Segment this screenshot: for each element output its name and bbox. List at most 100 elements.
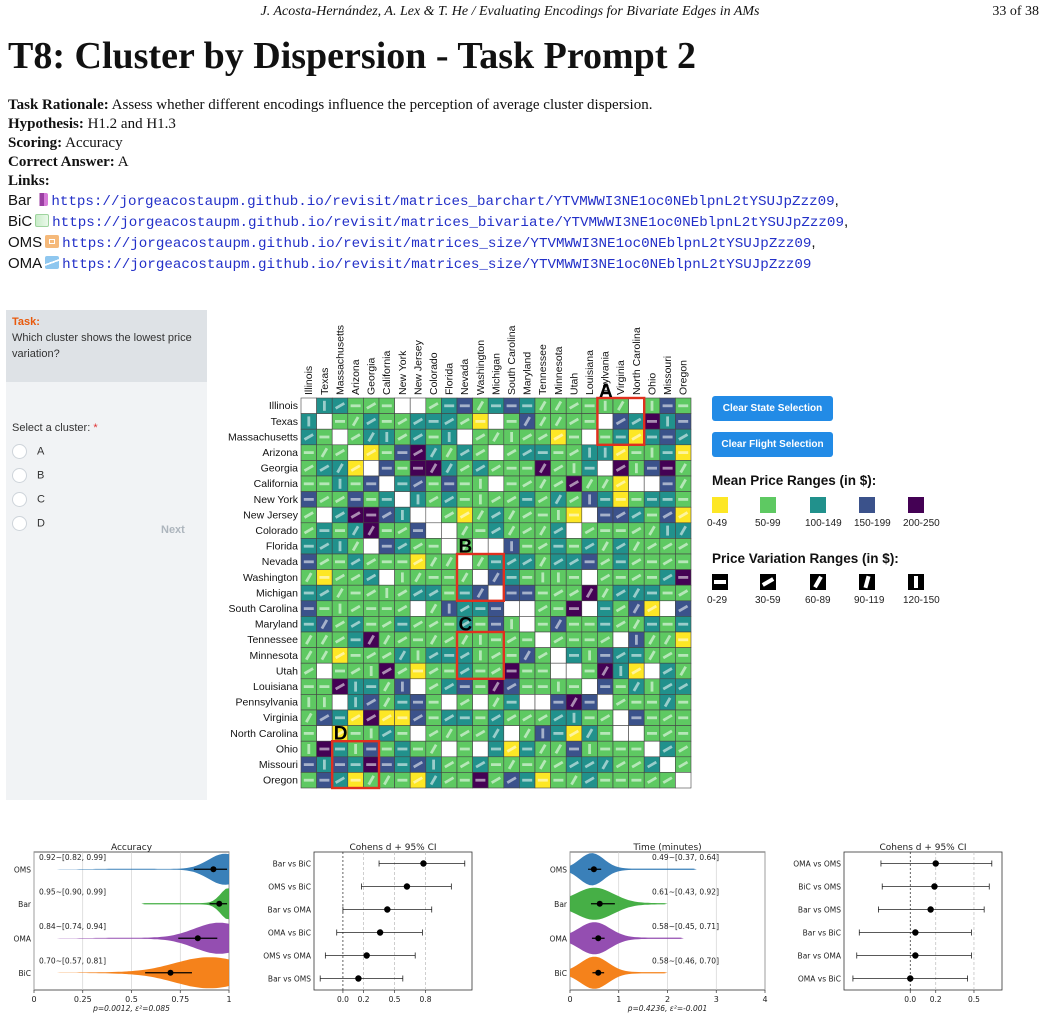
matrix-col-label: California — [381, 350, 393, 395]
variation-glyph — [761, 577, 775, 587]
variation-glyph — [662, 558, 673, 566]
matrix-row-label: Arizona — [262, 447, 298, 459]
variation-glyph — [303, 526, 314, 535]
variation-glyph — [646, 604, 658, 613]
matrix-cell — [378, 475, 395, 492]
mean-price-legend-title: Mean Price Ranges (in $): — [712, 473, 877, 488]
variation-glyph — [554, 743, 563, 755]
variation-glyph — [475, 729, 486, 738]
variation-glyph — [539, 556, 547, 567]
clear-state-selection-button[interactable]: Clear State Selection — [712, 396, 833, 421]
matrix-cell — [472, 740, 489, 758]
variation-glyph — [366, 607, 377, 610]
link-row-bar: Bar https://jorgeacostaupm.github.io/revi… — [8, 191, 1053, 212]
variation-glyph — [570, 697, 578, 708]
variation-glyph — [615, 435, 626, 439]
next-button[interactable]: Next — [161, 524, 185, 536]
link-url-bic[interactable]: https://jorgeacostaupm.github.io/revisit… — [52, 215, 844, 231]
variation-glyph — [490, 464, 502, 472]
variation-glyph — [412, 776, 424, 784]
variation-glyph — [444, 482, 455, 486]
variation-glyph — [631, 511, 642, 519]
variation-glyph — [678, 589, 689, 597]
variation-glyph — [350, 558, 361, 566]
variation-glyph — [444, 576, 455, 579]
time-cohens-d-chart: Cohens d + 95% CI 0.0 0.2 0.5 OMA vs OMS BiC … — [793, 843, 1003, 1004]
matrix-cell — [581, 678, 598, 695]
clear-flight-selection-button[interactable]: Clear Flight Selection — [712, 432, 833, 457]
radio-icon[interactable] — [12, 468, 27, 483]
variation-glyph — [305, 634, 313, 645]
matrix-svg[interactable]: IllinoisTexasMassachusettsArizonaGeorgia… — [210, 318, 705, 796]
variation-glyph — [334, 620, 346, 628]
variation-glyph — [553, 607, 564, 610]
variation-glyph — [506, 466, 517, 470]
mean-price-range-label: 150-199 — [854, 518, 891, 529]
option-c[interactable]: C — [12, 492, 45, 508]
matrix-cell — [503, 725, 520, 742]
variation-glyph — [461, 541, 469, 552]
adjacency-matrix[interactable]: Illinois Texas Massachusetts Arizona Georgia… — [210, 318, 705, 796]
variation-glyph — [335, 763, 345, 766]
variation-glyph — [479, 634, 482, 645]
variation-glyph — [459, 729, 470, 738]
option-d[interactable]: D — [12, 516, 45, 532]
tick-label: 0.5 — [968, 995, 980, 1004]
variation-glyph — [662, 714, 673, 722]
variation-glyph — [615, 464, 626, 472]
variation-glyph — [459, 448, 470, 457]
variation-glyph — [334, 495, 346, 504]
option-label: A — [37, 445, 45, 458]
link-url-bar[interactable]: https://jorgeacostaupm.github.io/revisit… — [51, 194, 835, 210]
hypothesis-label: Hypothesis: — [8, 116, 84, 132]
variation-glyph — [319, 685, 330, 688]
variation-glyph — [490, 495, 502, 504]
variation-glyph — [428, 420, 439, 423]
option-a[interactable]: A — [12, 444, 44, 460]
link-url-oma[interactable]: https://jorgeacostaupm.github.io/revisit… — [62, 257, 812, 273]
radio-icon[interactable] — [12, 444, 27, 459]
variation-glyph — [541, 728, 545, 739]
variation-glyph — [491, 560, 501, 564]
radio-icon[interactable] — [12, 492, 27, 507]
option-label: C — [37, 493, 45, 506]
link-url-oms[interactable]: https://jorgeacostaupm.github.io/revisit… — [62, 236, 812, 252]
variation-glyph — [459, 417, 470, 426]
select-label-text: Select a cluster: — [12, 422, 91, 434]
variation-glyph — [522, 778, 533, 782]
variation-glyph — [632, 619, 641, 630]
option-b[interactable]: B — [12, 468, 44, 484]
variation-glyph — [303, 451, 314, 454]
variation-glyph — [475, 716, 486, 720]
variation-glyph — [522, 466, 533, 470]
variation-glyph — [334, 776, 346, 784]
variation-glyph — [647, 560, 657, 564]
variation-glyph — [678, 700, 689, 704]
variation-glyph — [381, 747, 392, 751]
link-name: OMS — [8, 234, 43, 251]
matrix-cell — [347, 444, 364, 461]
variation-glyph — [432, 759, 436, 770]
matrix-col-label: Illinois — [303, 366, 315, 395]
matrix-row-label: North Carolina — [230, 728, 298, 740]
variation-glyph — [445, 447, 453, 458]
variation-glyph — [413, 700, 423, 704]
radio-icon[interactable] — [12, 516, 27, 531]
variation-glyph — [320, 619, 329, 630]
variation-glyph — [662, 466, 673, 470]
variation-glyph — [383, 634, 391, 645]
variation-glyph — [491, 638, 501, 642]
tick-label: 0.5 — [125, 995, 138, 1004]
variation-glyph — [397, 604, 408, 613]
variation-glyph — [459, 604, 470, 613]
variation-glyph — [476, 509, 485, 521]
mean-point — [216, 900, 223, 907]
matrix-cell — [565, 522, 583, 539]
variation-glyph — [666, 416, 670, 427]
variation-glyph — [914, 576, 918, 588]
mean-point — [596, 900, 603, 907]
variation-glyph — [522, 558, 533, 566]
variation-glyph — [428, 620, 439, 628]
category-label: OMA — [13, 934, 31, 943]
variation-glyph — [600, 558, 611, 566]
